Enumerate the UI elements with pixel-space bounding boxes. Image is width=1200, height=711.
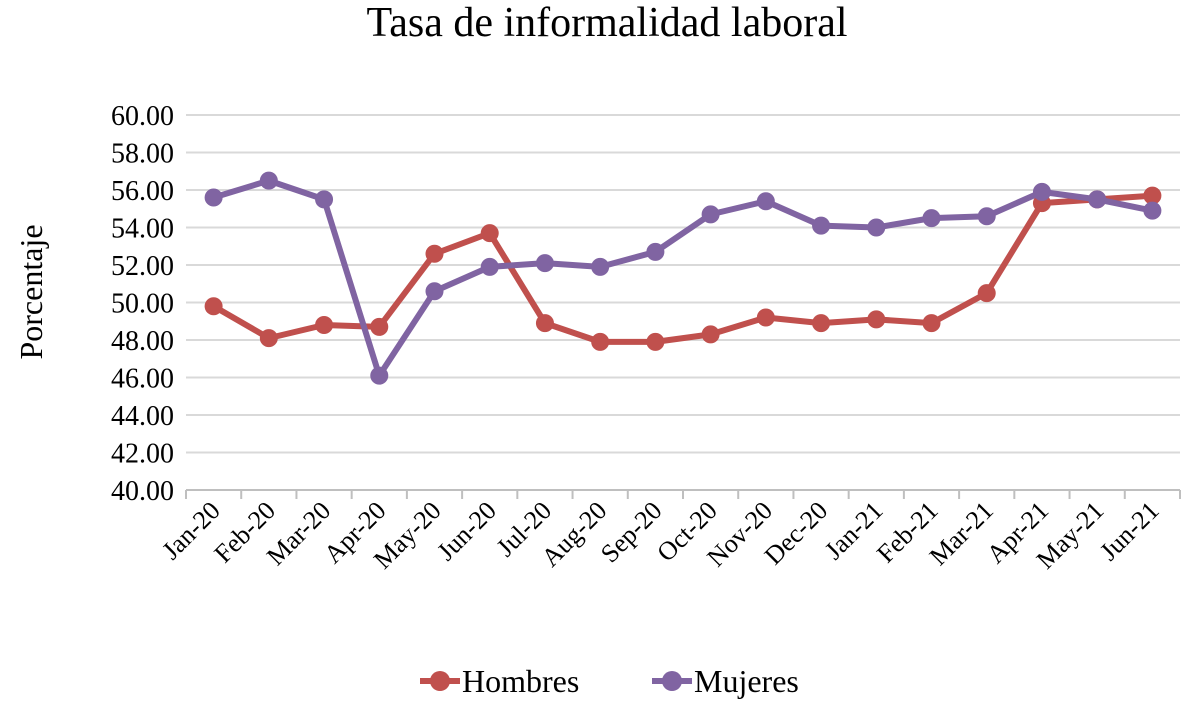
legend-marker [430,671,450,691]
legend-label: Mujeres [694,663,799,699]
x-tick-label: Sep-20 [595,496,668,569]
data-point [1032,182,1051,201]
x-tick-label: Mar-21 [924,496,999,571]
data-point [204,188,223,207]
y-tick-label: 44.00 [111,401,174,432]
data-point [701,325,720,344]
legend-label: Hombres [462,663,579,699]
data-point [867,310,886,329]
y-tick-label: 56.00 [111,176,174,207]
data-point [1143,186,1162,205]
x-tick-label: Dec-20 [759,496,834,571]
data-point [259,329,278,348]
data-point [756,308,775,327]
data-point [977,284,996,303]
data-point [204,297,223,316]
y-tick-label: 50.00 [111,289,174,320]
data-point [535,254,554,273]
y-tick-label: 52.00 [111,251,174,282]
x-tick-label: Jun-21 [1094,496,1165,567]
data-point [480,224,499,243]
data-point [922,314,941,333]
y-tick-label: 54.00 [111,214,174,245]
data-point [315,190,334,209]
data-point [591,332,610,351]
data-point [591,257,610,276]
data-point [370,317,389,336]
data-point [867,218,886,237]
data-point [425,244,444,263]
data-point [812,216,831,235]
x-tick-label: Mar-20 [261,496,336,571]
legend-item-hombres: Hombres [420,663,579,699]
data-point [701,205,720,224]
data-point [425,282,444,301]
series-mujeres [204,171,1162,385]
y-axis-label: Porcentaje [13,224,49,359]
y-tick-label: 58.00 [111,139,174,170]
data-point [812,314,831,333]
data-point [756,192,775,211]
y-tick-label: 46.00 [111,364,174,395]
y-tick-label: 40.00 [111,476,174,507]
data-point [535,314,554,333]
series-line [212,192,1153,345]
data-point [977,207,996,226]
x-tick-label: Jun-20 [431,496,502,567]
data-point [646,332,665,351]
y-tick-label: 48.00 [111,326,174,357]
y-tick-label: 60.00 [111,101,174,132]
data-point [370,366,389,385]
data-point [922,209,941,228]
data-point [315,316,334,334]
data-point [1143,201,1162,220]
legend-item-mujeres: Mujeres [652,663,799,699]
data-point [1088,190,1107,209]
legend-marker [662,671,682,691]
chart-title: Tasa de informalidad laboral [366,0,847,46]
data-point [480,257,499,276]
series-line [212,177,1153,379]
data-point [646,242,665,261]
data-point [259,171,278,190]
y-tick-label: 42.00 [111,439,174,470]
